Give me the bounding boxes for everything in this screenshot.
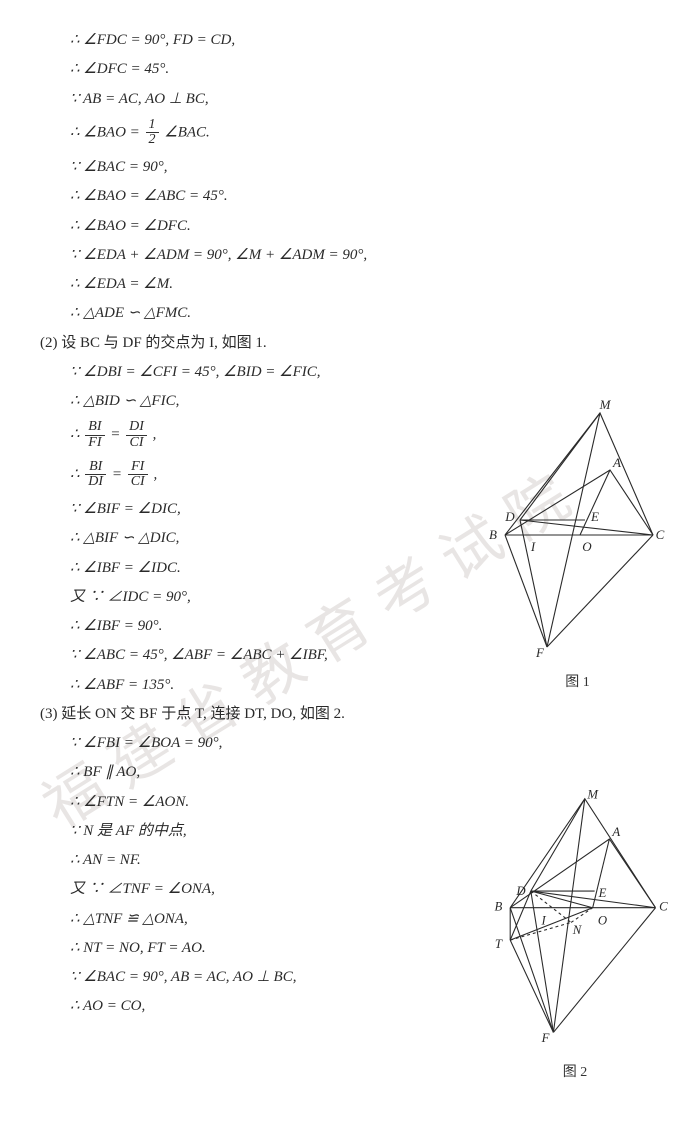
figure-point-label: N bbox=[572, 923, 583, 937]
figure-point-label: F bbox=[535, 645, 545, 660]
figure-edge bbox=[510, 908, 553, 1033]
figure-point-label: I bbox=[530, 539, 536, 554]
figure-point-label: T bbox=[495, 937, 503, 951]
proof-line: ∴ ∠BAO = 12 ∠BAC. bbox=[70, 118, 697, 148]
figure-edge bbox=[531, 891, 554, 1032]
figure-point-label: C bbox=[659, 900, 668, 914]
proof-line: (3) 延长 ON 交 BF 于点 T, 连接 DT, DO, 如图 2. bbox=[40, 704, 697, 724]
figure-edge bbox=[505, 413, 653, 535]
figure-point-label: M bbox=[599, 397, 612, 412]
proof-line: ∴ ∠BAO = ∠ABC = 45°. bbox=[70, 186, 697, 206]
figure-edge bbox=[547, 535, 653, 647]
figure-edge bbox=[531, 799, 585, 891]
proof-line: ∵ ∠EDA + ∠ADM = 90°, ∠M + ∠ADM = 90°, bbox=[70, 245, 697, 265]
figure-2: M A D E B C I O N T F 图 2 bbox=[475, 785, 675, 1081]
figure-edge bbox=[520, 520, 653, 535]
figure-edge bbox=[505, 470, 653, 535]
figure-point-label: D bbox=[515, 884, 526, 898]
figure-point-label: C bbox=[656, 527, 665, 542]
figure-point-label: E bbox=[590, 509, 599, 524]
figure-edge bbox=[505, 535, 547, 647]
figure-point-label: A bbox=[611, 825, 620, 839]
proof-line: ∵ ∠FBI = ∠BOA = 90°, bbox=[70, 733, 697, 753]
proof-line: ∵ ∠BAC = 90°, bbox=[70, 157, 697, 177]
proof-line: ∴ △ADE ∽ △FMC. bbox=[70, 303, 697, 323]
figure-point-label: E bbox=[598, 886, 607, 900]
figure-1-caption: 图 1 bbox=[485, 671, 670, 691]
figure-point-label: M bbox=[586, 788, 599, 802]
proof-line: ∴ ∠FDC = 90°, FD = CD, bbox=[70, 30, 697, 50]
proof-line: ∵ AB = AC, AO ⊥ BC, bbox=[70, 89, 697, 109]
proof-line: ∴ ∠EDA = ∠M. bbox=[70, 274, 697, 294]
figure-point-label: A bbox=[612, 455, 621, 470]
figure-2-caption: 图 2 bbox=[475, 1061, 675, 1081]
figure-point-label: O bbox=[598, 913, 607, 927]
figure-1: M A D E B C I O F 图 1 bbox=[485, 395, 670, 691]
figure-point-label: D bbox=[504, 509, 515, 524]
proof-line: ∴ ∠DFC = 45°. bbox=[70, 59, 697, 79]
figure-point-label: I bbox=[540, 913, 546, 927]
figure-point-label: B bbox=[489, 527, 497, 542]
proof-line: ∴ BF ∥ AO, bbox=[70, 762, 697, 782]
figure-point-label: O bbox=[582, 539, 592, 554]
figure-point-label: B bbox=[495, 900, 503, 914]
proof-line: ∴ ∠BAO = ∠DFC. bbox=[70, 216, 697, 236]
figure-point-label: F bbox=[541, 1031, 550, 1045]
proof-line: ∵ ∠DBI = ∠CFI = 45°, ∠BID = ∠FIC, bbox=[70, 362, 697, 382]
figure-edge bbox=[531, 891, 593, 908]
proof-line: (2) 设 BC 与 DF 的交点为 I, 如图 1. bbox=[40, 333, 697, 353]
figure-edge bbox=[510, 940, 553, 1032]
figure-edge bbox=[553, 799, 584, 1033]
